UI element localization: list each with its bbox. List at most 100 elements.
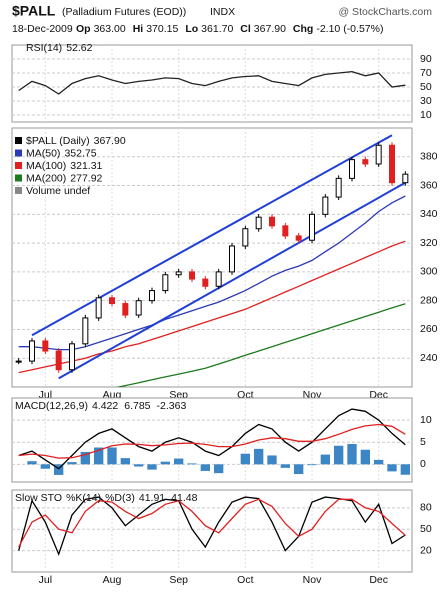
- histogram-bar: [27, 461, 37, 465]
- trend-line: [58, 181, 406, 380]
- candle-body: [15, 360, 22, 363]
- series-line: [18, 240, 406, 374]
- histogram-bar: [347, 443, 357, 465]
- legend-label: MA(200): [26, 172, 66, 184]
- y-tick-label: 80: [420, 502, 432, 514]
- legend-value: 4.422: [92, 400, 118, 412]
- panel-frame: [11, 127, 413, 388]
- legend-note: Volume undef: [26, 185, 90, 197]
- series-line: [18, 408, 406, 470]
- series-line: [18, 423, 406, 459]
- series-line: [18, 195, 406, 351]
- legend-value: 367.90: [94, 135, 126, 147]
- y-tick-label: 90: [420, 53, 432, 65]
- exchange: INDX: [210, 6, 235, 18]
- candle-body: [389, 144, 395, 184]
- legend-swatch: [15, 149, 22, 157]
- plot-area: [12, 398, 412, 482]
- legend-label: $PALL (Daily): [26, 135, 90, 147]
- plot-area: [12, 45, 412, 122]
- y-tick-label: 30: [420, 95, 432, 107]
- y-tick-label: 70: [420, 67, 432, 79]
- legend-swatch: [15, 174, 22, 182]
- y-tick-label: 20: [420, 544, 432, 556]
- candle-body: [229, 245, 235, 273]
- candle-body: [269, 216, 275, 227]
- quote-value: 367.90: [254, 23, 286, 35]
- series-line: [115, 303, 406, 387]
- y-tick-label: 260: [420, 323, 438, 335]
- y-tick-label: 340: [420, 208, 438, 220]
- histogram-bar: [40, 464, 50, 469]
- histogram-bar: [174, 458, 184, 465]
- histogram-bar: [400, 464, 410, 475]
- legend-value: 41.48: [171, 492, 197, 504]
- panel-title: RSI(14): [26, 42, 62, 54]
- candle-body: [202, 278, 209, 287]
- trend-line: [31, 134, 393, 337]
- legend-value: 321.31: [70, 160, 102, 172]
- symbol: $PALL: [12, 3, 56, 19]
- candle-body: [375, 144, 382, 165]
- histogram-bar: [334, 445, 344, 465]
- plot-area: [12, 490, 412, 572]
- candle-body: [402, 173, 409, 184]
- panel-title: Slow STO: [15, 492, 62, 504]
- quote-value: 370.15: [146, 23, 178, 35]
- quote-label: Lo: [185, 23, 198, 35]
- legend-label: %D(3): [105, 492, 135, 504]
- legend-swatch: [15, 137, 22, 144]
- candle-body: [29, 340, 35, 362]
- quote-value: -2.10 (-0.57%): [316, 23, 383, 35]
- candle-body: [42, 340, 49, 352]
- x-tick-label: Nov: [303, 574, 322, 586]
- candle-body: [162, 274, 169, 292]
- legend-value: 277.92: [70, 172, 102, 184]
- x-tick-label: Dec: [369, 574, 388, 586]
- histogram-bar: [374, 459, 384, 465]
- histogram-bar: [214, 464, 224, 474]
- histogram-bar: [94, 447, 104, 465]
- candle-body: [175, 271, 182, 276]
- legend-label: %K(14): [66, 492, 101, 504]
- last-value: 52.62: [66, 42, 92, 54]
- y-tick-label: 50: [420, 81, 432, 93]
- candle-body: [215, 271, 222, 287]
- candle-body: [282, 225, 289, 237]
- histogram-bar: [80, 451, 90, 465]
- source: @ StockCharts.com: [338, 6, 432, 18]
- legend-label: MA(50): [26, 147, 60, 159]
- histogram-bar: [280, 464, 290, 468]
- y-tick-label: 360: [420, 179, 438, 191]
- panel-frame: [11, 489, 413, 573]
- legend-label: MACD(12,26,9): [15, 400, 88, 412]
- histogram-bar: [267, 455, 277, 465]
- histogram-bar: [294, 464, 304, 475]
- candle-body: [95, 297, 102, 319]
- histogram-bar: [254, 448, 264, 465]
- histogram-bar: [107, 447, 117, 465]
- candle-body: [82, 317, 89, 345]
- legend-label: MA(100): [26, 160, 66, 172]
- candle-body: [362, 159, 369, 165]
- series-line: [18, 70, 406, 95]
- y-tick-label: 240: [420, 352, 438, 364]
- y-tick-label: 0: [420, 458, 426, 470]
- histogram-bar: [307, 464, 317, 466]
- legend-value: 352.75: [64, 147, 96, 159]
- candle-body: [135, 300, 142, 316]
- x-tick-label: Aug: [103, 574, 122, 586]
- candle-body: [335, 177, 342, 198]
- candle-body: [349, 159, 355, 179]
- legend-swatch: [15, 187, 22, 194]
- y-tick-label: 280: [420, 294, 438, 306]
- candle-body: [69, 343, 75, 371]
- histogram-bar: [67, 462, 77, 465]
- y-tick-label: 5: [420, 436, 426, 448]
- quote-label: Cl: [240, 23, 251, 35]
- candle-body: [189, 271, 195, 280]
- candle-body: [149, 290, 155, 302]
- candle-body: [242, 228, 249, 247]
- quote-label: Hi: [133, 23, 144, 35]
